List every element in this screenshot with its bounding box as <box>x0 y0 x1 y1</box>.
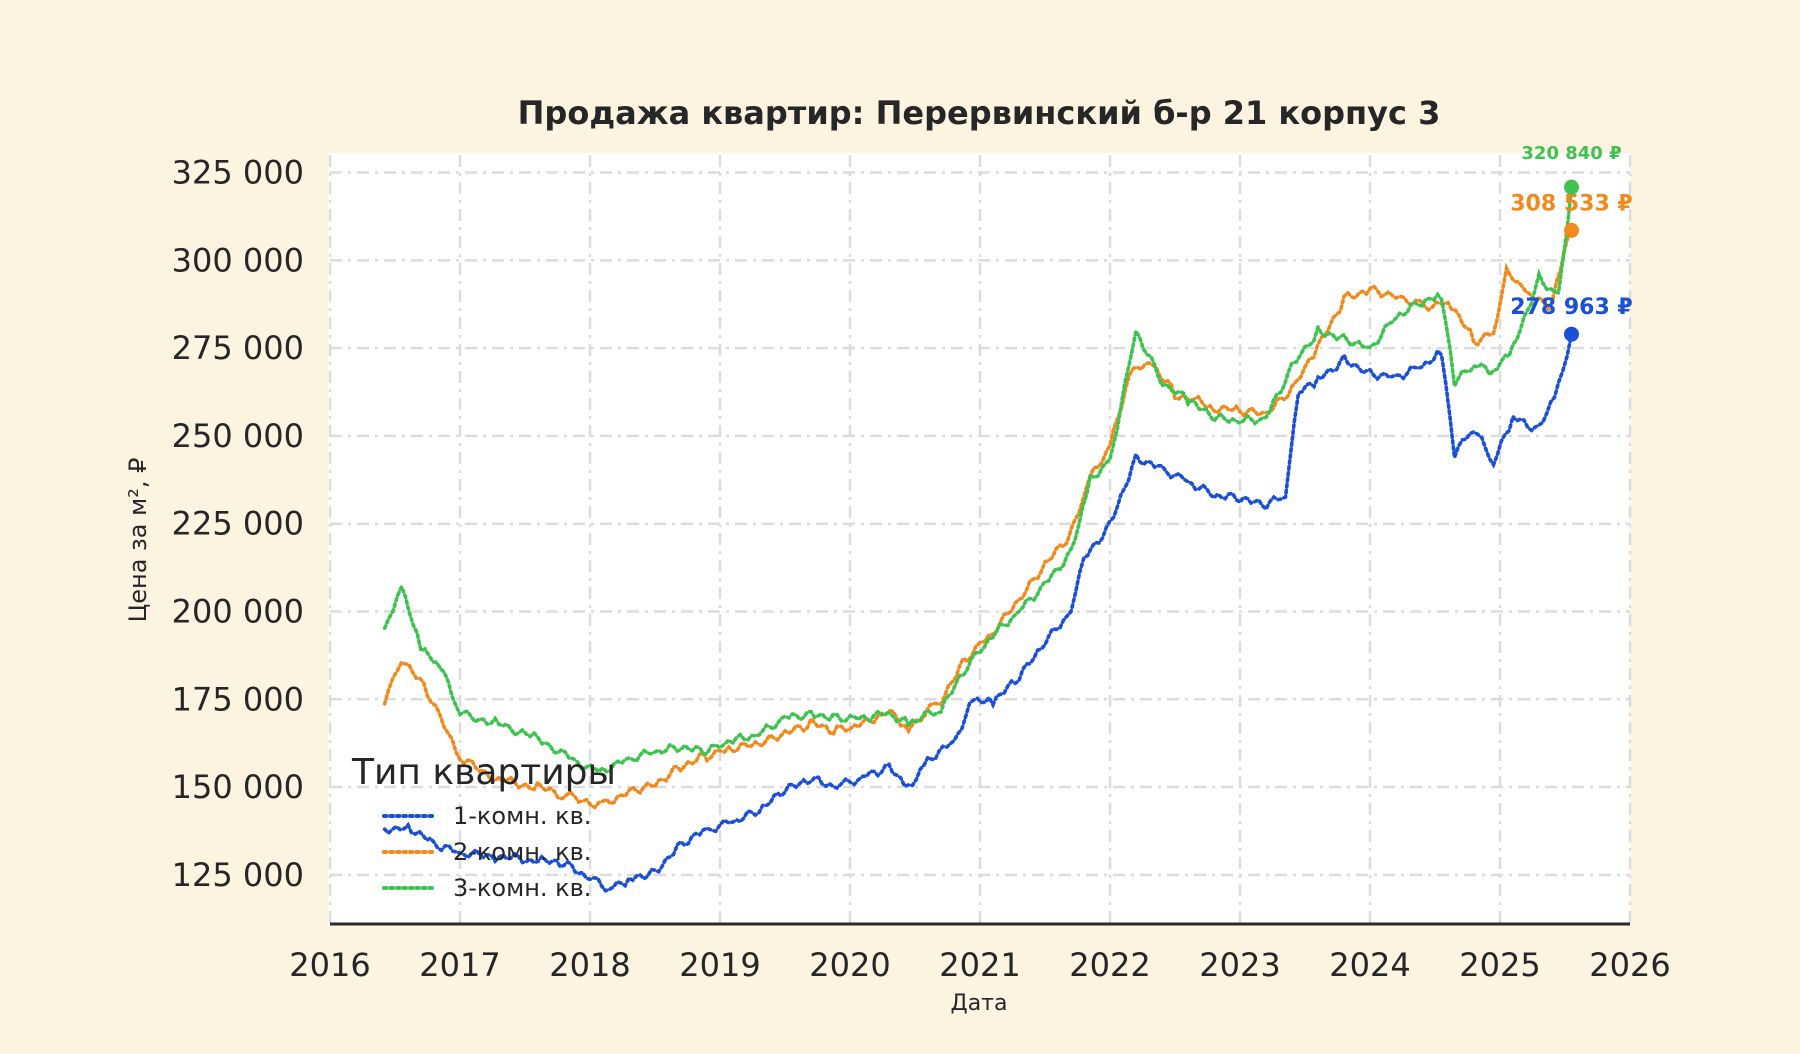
legend-entry: 3-комн. кв. <box>453 874 591 902</box>
series-line-3 <box>382 185 1574 774</box>
x-tick-label: 2020 <box>809 946 890 984</box>
end-point-label: 308 533 ₽ <box>1510 191 1632 216</box>
y-tick-label: 200 000 <box>172 592 304 630</box>
x-tick-label: 2018 <box>549 946 630 984</box>
chart-title: Продажа квартир: Перервинский б-р 21 кор… <box>518 94 1441 132</box>
x-tick-label: 2019 <box>679 946 760 984</box>
series-line-2 <box>382 228 1574 810</box>
end-point-label: 320 840 ₽ <box>1521 143 1621 164</box>
x-tick-label: 2016 <box>289 946 370 984</box>
y-tick-label: 300 000 <box>172 241 304 279</box>
x-tick-label: 2024 <box>1329 946 1410 984</box>
series-layer <box>382 185 1574 893</box>
y-tick-label: 175 000 <box>172 680 304 718</box>
x-tick-label: 2021 <box>939 946 1020 984</box>
series-line-1 <box>382 332 1574 893</box>
y-tick-label: 325 000 <box>172 154 304 192</box>
x-tick-label: 2022 <box>1069 946 1150 984</box>
end-point-marker <box>1564 179 1579 195</box>
x-tick-label: 2017 <box>419 946 500 984</box>
end-point-marker <box>1564 222 1579 238</box>
x-tick-label: 2025 <box>1459 946 1540 984</box>
y-tick-label: 225 000 <box>172 505 304 543</box>
end-point-label: 278 963 ₽ <box>1510 295 1632 320</box>
y-tick-label: 150 000 <box>172 768 304 806</box>
legend-entry: 1-комн. кв. <box>453 802 591 830</box>
y-tick-label: 275 000 <box>172 329 304 367</box>
x-tick-label: 2023 <box>1199 946 1280 984</box>
end-point-marker <box>1564 326 1579 342</box>
x-tick-labels: 2016 2017 2018 2019 2020 2021 2022 2023 2024 2025… <box>289 946 1670 984</box>
legend-entry: 2-комн. кв. <box>453 838 591 866</box>
end-labels: 278 963 ₽ 308 533 ₽ 320 840 ₽ <box>1510 143 1633 342</box>
y-tick-label: 250 000 <box>172 417 304 455</box>
y-axis-label: Цена за м², ₽ <box>124 458 152 623</box>
legend-title: Тип квартиры <box>351 752 616 793</box>
grid <box>328 155 1632 924</box>
x-axis-label: Дата <box>951 991 1008 1016</box>
x-tick-label: 2026 <box>1589 946 1670 984</box>
y-tick-labels: 125 000 150 000 175 000 200 000 225 000 250 0… <box>172 154 304 894</box>
legend: Тип квартиры 1-комн. кв. 2-комн. кв. 3-ком… <box>351 752 616 902</box>
y-tick-label: 125 000 <box>172 856 304 894</box>
legend-items: 1-комн. кв. 2-комн. кв. 3-комн. кв. <box>382 802 591 902</box>
